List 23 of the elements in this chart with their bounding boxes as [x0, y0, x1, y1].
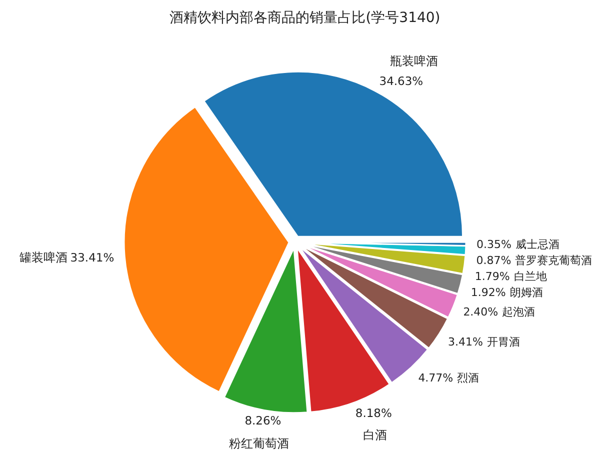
data-label: 8.18% — [355, 406, 392, 420]
data-label: 2.40% — [463, 305, 498, 318]
data-label: 8.26% — [244, 414, 282, 428]
data-label: 0.87% — [476, 254, 512, 268]
slice-label: 朗姆酒 — [510, 286, 543, 300]
data-label: 1.92% — [470, 286, 506, 300]
slice-label: 威士忌酒 — [515, 238, 560, 252]
data-label: 4.77% — [418, 372, 454, 385]
slice-label: 粉红葡萄酒 — [228, 436, 289, 450]
slice-label: 白酒 — [363, 428, 388, 442]
data-label: 3.41% — [448, 335, 483, 348]
data-label: 33.41% — [70, 250, 114, 264]
slice-label: 罐装啤酒 — [19, 250, 68, 264]
data-label: 1.79% — [474, 270, 510, 284]
slice-label: 起泡酒 — [502, 305, 536, 318]
data-label: 34.63% — [379, 74, 424, 88]
slice-label: 烈酒 — [457, 372, 480, 385]
chart-title: 酒精饮料内部各商品的销量占比(学号3140) — [170, 10, 440, 26]
slice-label: 开胃酒 — [486, 335, 520, 348]
data-label: 0.35% — [476, 238, 512, 252]
slice-label: 瓶装啤酒 — [390, 54, 438, 68]
slice-label: 白兰地 — [514, 270, 547, 284]
slice-label: 普罗赛克葡萄酒 — [515, 254, 592, 268]
